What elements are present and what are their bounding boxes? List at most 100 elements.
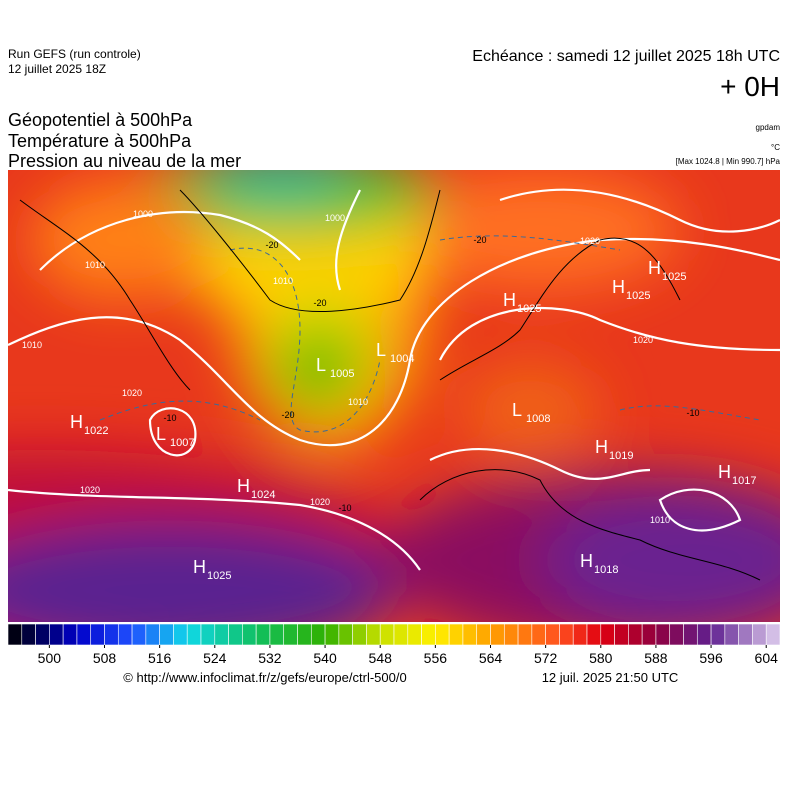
center-value: 1004 bbox=[390, 353, 414, 365]
isotherm-label: -10 bbox=[163, 413, 176, 423]
colorbar-cell bbox=[614, 623, 629, 646]
center-kind: L bbox=[156, 424, 166, 444]
isobar-label: 1020 bbox=[310, 497, 330, 507]
center-kind: H bbox=[718, 462, 731, 482]
colorbar-cell bbox=[724, 623, 739, 646]
isobar-label: 1010 bbox=[348, 397, 368, 407]
center-value: 1018 bbox=[594, 564, 618, 576]
isobar-label: 1020 bbox=[122, 388, 142, 398]
center-kind: H bbox=[595, 437, 608, 457]
colorbar-cell bbox=[338, 623, 353, 646]
colorbar: 500 508 516 524 532 540 548 556 564 572 580 588 596 6… bbox=[7, 623, 781, 666]
offset: + 0H bbox=[720, 71, 780, 102]
colorbar-cell bbox=[200, 623, 216, 646]
map bbox=[8, 170, 780, 622]
colorbar-cell bbox=[352, 623, 367, 646]
colorbar-cell bbox=[324, 623, 340, 646]
colorbar-cell bbox=[600, 623, 615, 646]
colorbar-cell bbox=[379, 623, 395, 646]
center-value: 1025 bbox=[207, 570, 231, 582]
isobars bbox=[8, 188, 780, 571]
colorbar-tick-label: 604 bbox=[755, 650, 779, 666]
isotherm-label: -20 bbox=[281, 410, 294, 420]
colorbar-cell bbox=[76, 623, 92, 646]
colorbar-cell bbox=[628, 623, 643, 646]
colorbar-cell bbox=[572, 623, 588, 646]
center-kind: H bbox=[193, 557, 206, 577]
colorbar-cell bbox=[559, 623, 574, 646]
colorbar-cell bbox=[669, 623, 684, 646]
center-kind: H bbox=[580, 551, 593, 571]
colorbar-cell bbox=[490, 623, 505, 646]
run: Run GEFS (run controle) bbox=[8, 47, 141, 61]
colorbar-cell bbox=[655, 623, 671, 646]
colorbar-cell bbox=[421, 623, 436, 646]
isotherm-label: -20 bbox=[473, 235, 486, 245]
colorbar-tick-label: 596 bbox=[699, 650, 723, 666]
generated: 12 juil. 2025 21:50 UTC bbox=[542, 670, 679, 685]
center-value: 1025 bbox=[662, 271, 686, 283]
colorbar-cell bbox=[255, 623, 271, 646]
colorbar-cell bbox=[228, 623, 243, 646]
title: Pression au niveau de la mer bbox=[8, 151, 241, 171]
colorbar-cell bbox=[159, 623, 174, 646]
echeance: Echéance : samedi 12 juillet 2025 18h UT… bbox=[472, 48, 780, 65]
center-kind: H bbox=[648, 258, 661, 278]
colorbar-cell bbox=[531, 623, 546, 646]
center-value: 1008 bbox=[526, 413, 550, 425]
title: Géopotentiel à 500hPa bbox=[8, 110, 193, 130]
unit: °C bbox=[771, 143, 780, 152]
colorbar-tick-label: 588 bbox=[644, 650, 668, 666]
center-value: 1022 bbox=[84, 425, 108, 437]
center-value: 1005 bbox=[330, 368, 354, 380]
run-date: 12 juillet 2025 18Z bbox=[8, 62, 106, 76]
colorbar-cell bbox=[517, 623, 533, 646]
colorbar-tick-label: 532 bbox=[258, 650, 282, 666]
colorbar-cell bbox=[49, 623, 64, 646]
title: Température à 500hPa bbox=[8, 131, 192, 151]
colorbar-cell bbox=[586, 623, 602, 646]
isobar-label: 1010 bbox=[273, 276, 293, 286]
colorbar-cell bbox=[696, 623, 712, 646]
colorbar-cell bbox=[62, 623, 78, 646]
colorbar-cell bbox=[738, 623, 753, 646]
colorbar-cell bbox=[407, 623, 422, 646]
center-value: 1019 bbox=[609, 450, 633, 462]
colorbar-tick-label: 508 bbox=[93, 650, 117, 666]
center-kind: H bbox=[503, 290, 516, 310]
isobar-label: 1000 bbox=[133, 209, 153, 219]
center-kind: H bbox=[70, 412, 83, 432]
center-value: 1025 bbox=[517, 303, 541, 315]
colorbar-cell bbox=[7, 623, 23, 646]
isotherms bbox=[99, 235, 761, 433]
center-value: 1007 bbox=[170, 437, 194, 449]
isotherm-label: -20 bbox=[265, 240, 278, 250]
colorbar-tick-label: 548 bbox=[369, 650, 393, 666]
colorbar-cell bbox=[448, 623, 464, 646]
colorbar-cell bbox=[269, 623, 285, 646]
colorbar-tick-label: 524 bbox=[203, 650, 227, 666]
colorbar-cell bbox=[117, 623, 133, 646]
source: © http://www.infoclimat.fr/z/gefs/europe… bbox=[123, 670, 406, 685]
colorbar-cell bbox=[145, 623, 160, 646]
field bbox=[8, 170, 780, 622]
colorbar-cell bbox=[214, 623, 229, 646]
colorbar-cell bbox=[310, 623, 326, 646]
colorbar-cell bbox=[393, 623, 409, 646]
colorbar-cell bbox=[283, 623, 298, 646]
colorbar-cell bbox=[752, 623, 767, 646]
colorbar-tick-label: 572 bbox=[534, 650, 558, 666]
colorbar-tick-label: 556 bbox=[424, 650, 448, 666]
colorbar-cell bbox=[683, 623, 698, 646]
isotherm-label: -20 bbox=[313, 298, 326, 308]
center-kind: L bbox=[316, 355, 326, 375]
center-value: 1024 bbox=[251, 489, 275, 501]
center-kind: L bbox=[376, 340, 386, 360]
center-value: 1025 bbox=[626, 290, 650, 302]
colorbar-cell bbox=[90, 623, 105, 646]
colorbar-cell bbox=[765, 623, 781, 646]
colorbar-cell bbox=[462, 623, 478, 646]
center-kind: L bbox=[512, 400, 522, 420]
isotherm-label: -10 bbox=[338, 503, 351, 513]
